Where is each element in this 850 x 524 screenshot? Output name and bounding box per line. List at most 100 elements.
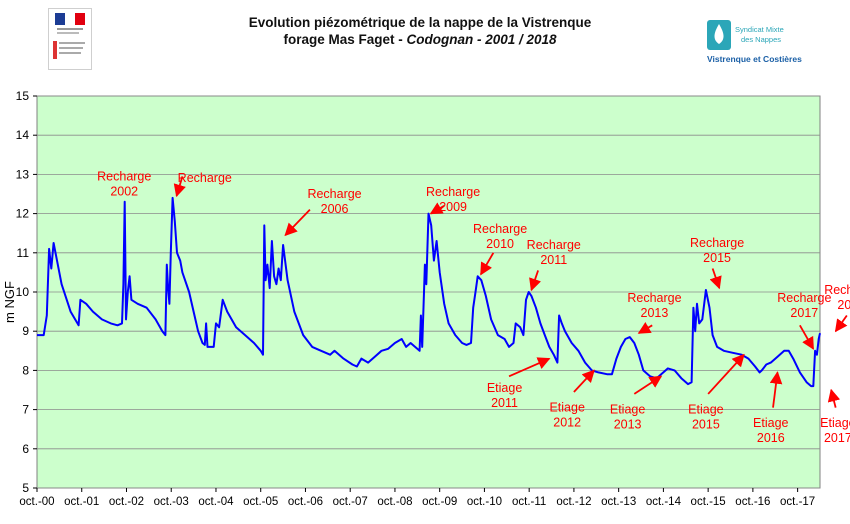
logo-line2: des Nappes: [741, 35, 781, 44]
syndicat-logo: Syndicat Mixte des Nappes Vistrenque et …: [705, 18, 825, 68]
x-tick-label: oct.-08: [377, 496, 412, 508]
x-tick-label: oct.-13: [601, 496, 636, 508]
y-tick-label: 5: [22, 481, 29, 495]
annotation-label: 2016: [757, 431, 785, 445]
x-tick-label: oct.-12: [556, 496, 591, 508]
y-tick-label: 14: [16, 128, 30, 142]
annotation-label: 2018: [837, 298, 850, 312]
y-tick-label: 8: [22, 363, 29, 377]
annotation-label: Etiage: [688, 403, 723, 417]
y-tick-label: 12: [16, 207, 30, 221]
annotation-label: 2002: [110, 184, 138, 198]
annotation-arrow: [429, 202, 445, 215]
piezometric-level-line: [37, 196, 821, 388]
annotation-arrow: [633, 375, 663, 395]
annotation-label: Etiage: [610, 403, 645, 417]
annotation-label: 2006: [321, 202, 349, 216]
annotation: Recharge: [173, 171, 232, 198]
y-tick-label: 15: [16, 89, 30, 103]
chart-title-line2-a: forage Mas Faget -: [283, 32, 407, 47]
chart-title-line1: Evolution piézométrique de la nappe de l…: [248, 15, 592, 30]
annotation-label: Etiage: [487, 381, 522, 395]
annotation-arrow: [769, 371, 783, 408]
x-tick-label: oct.-11: [512, 496, 546, 508]
annotation-label: Recharge: [473, 222, 527, 236]
prefecture-logo: [48, 8, 92, 70]
x-tick-label: oct.-09: [422, 496, 457, 508]
chart-title-line2-b: Codognan - 2001 / 2018: [406, 32, 557, 47]
y-tick-label: 9: [22, 324, 29, 338]
x-tick-label: oct.-05: [243, 496, 278, 508]
water-drop-logo-icon: Syndicat Mixte des Nappes Vistrenque et …: [707, 20, 802, 64]
annotation-label: Etiage: [753, 416, 788, 430]
annotation-label: 2012: [553, 416, 581, 430]
y-tick-label: 7: [22, 403, 29, 417]
x-tick-label: oct.-10: [467, 496, 502, 508]
annotation-label: Recharge: [627, 291, 681, 305]
annotation-arrow: [529, 270, 542, 292]
x-tick-label: oct.-16: [735, 496, 770, 508]
annotation-arrow: [284, 209, 311, 237]
annotation-label: 2015: [692, 418, 720, 432]
y-tick-label: 6: [22, 442, 29, 456]
annotation-label: 2011: [540, 253, 567, 267]
x-tick-label: oct.-06: [288, 496, 323, 508]
annotation-arrow: [709, 268, 722, 290]
annotation-label: 2009: [439, 200, 467, 214]
annotation-arrow: [508, 357, 551, 378]
annotation-arrow: [827, 388, 841, 408]
annotation-label: 2015: [703, 251, 731, 265]
x-tick-label: oct.-14: [646, 496, 682, 508]
annotation-label: 2010: [486, 237, 514, 251]
logo-line1: Syndicat Mixte: [735, 25, 784, 34]
annotation-label: Recharge: [777, 291, 831, 305]
x-tick-label: oct.-17: [780, 496, 815, 508]
annotation-arrow: [173, 176, 186, 198]
annotation-label: Etiage: [549, 401, 584, 415]
marianne-logo-icon: [53, 13, 85, 59]
annotation-label: Etiage: [820, 416, 850, 430]
annotation-label: 2013: [614, 418, 642, 432]
annotation-label: Recharge: [527, 238, 581, 252]
annotation-label: Recharge: [690, 236, 744, 250]
annotation-label: Recharge: [97, 169, 151, 183]
annotation-label: Recharge: [307, 187, 361, 201]
annotation-arrow: [573, 369, 595, 393]
x-tick-label: oct.-04: [198, 496, 234, 508]
x-tick-label: oct.-00: [19, 496, 54, 508]
logo-line3: Vistrenque et Costières: [707, 54, 802, 64]
y-tick-label: 10: [16, 285, 30, 299]
x-tick-label: oct.-02: [109, 496, 144, 508]
annotation-label: 2017: [790, 306, 818, 320]
annotation-arrow: [834, 314, 848, 333]
annotation-arrow: [637, 322, 653, 334]
x-tick-label: oct.-01: [64, 496, 99, 508]
annotation-label: 2011: [491, 396, 518, 410]
y-axis-label: m NGF: [2, 281, 17, 323]
annotation-arrow: [480, 252, 495, 276]
y-tick-label: 13: [16, 167, 30, 181]
annotation-label: 2013: [641, 306, 669, 320]
annotation: Etiage2017: [820, 388, 850, 445]
annotation-label: 2017: [824, 431, 850, 445]
annotation-arrow: [799, 324, 815, 350]
x-tick-label: oct.-07: [333, 496, 368, 508]
chart-title: Evolution piézométrique de la nappe de l…: [180, 14, 660, 48]
x-tick-label: oct.-03: [154, 496, 189, 508]
annotation-label: Recharge: [178, 171, 232, 185]
annotation: Recharge2018: [824, 283, 850, 333]
annotation-label: Recharge: [426, 185, 480, 199]
